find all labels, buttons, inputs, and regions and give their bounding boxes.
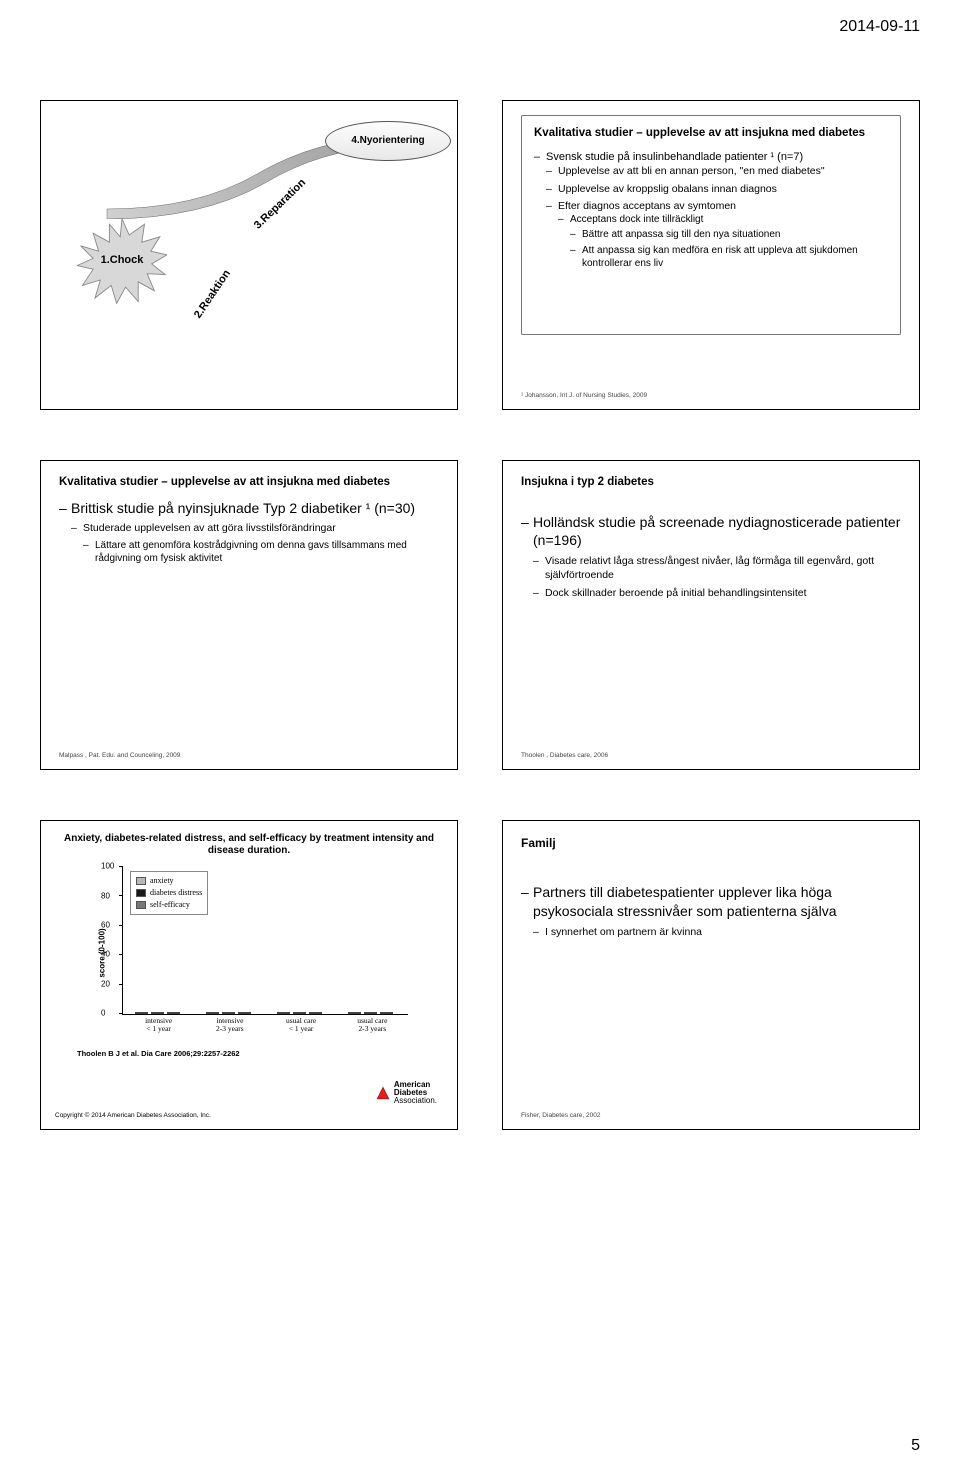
slide6-citation: Fisher, Diabetes care, 2002: [521, 1112, 901, 1121]
slide-hollandsk-studie: Insjukna i typ 2 diabetes Holländsk stud…: [502, 460, 920, 770]
slide2-citation: ¹ Johansson, Int J. of Nursing Studies, …: [521, 392, 901, 401]
diagram-step-2: 2.Reaktion: [191, 267, 234, 321]
slide2-item1b: Upplevelse av kroppslig obalans innan di…: [546, 182, 888, 196]
slide3-item1a: Studerade upplevelsen av att göra livsst…: [83, 522, 336, 534]
slide4-item1b: Dock skillnader beroende på initial beha…: [533, 586, 901, 600]
slide3-item1: Brittisk studie på nyinsjuknade Typ 2 di…: [71, 500, 415, 516]
chart-legend: anxiety diabetes distress self-efficacy: [130, 871, 208, 915]
slide6-item1: Partners till diabetespatienter upplever…: [533, 884, 836, 919]
chart-source: Thoolen B J et al. Dia Care 2006;29:2257…: [77, 1049, 445, 1059]
slide2-item1c1a: Bättre att anpassa sig till den nya situ…: [570, 228, 888, 242]
chart-copyright: Copyright © 2014 American Diabetes Assoc…: [55, 1112, 211, 1121]
slide3-title: Kvalitativa studier – upplevelse av att …: [59, 475, 439, 491]
starburst-icon: 1.Chock: [77, 217, 167, 307]
slide2-item1c1b: Att anpassa sig kan medföra en risk att …: [570, 244, 888, 271]
slide4-citation: Thoolen , Diabetes care, 2006: [521, 752, 901, 761]
legend-anxiety: anxiety: [150, 876, 174, 887]
slide4-title: Insjukna i typ 2 diabetes: [521, 475, 901, 491]
bar-chart: score (0-100) 020406080100intensive< 1 y…: [84, 863, 414, 1043]
slide2-item1c1: Acceptans dock inte tillräckligt: [570, 214, 703, 225]
slide-brittisk-studie: Kvalitativa studier – upplevelse av att …: [40, 460, 458, 770]
slide2-item1a: Upplevelse av att bli en annan person, "…: [546, 164, 888, 178]
slide-svensk-studie: Kvalitativa studier – upplevelse av att …: [502, 100, 920, 410]
diagram-step-4: 4.Nyorientering: [325, 121, 451, 161]
diagram-step-1: 1.Chock: [77, 253, 167, 268]
slides-grid: 1.Chock 2.Reaktion 3.Reparation 4.Nyorie…: [40, 100, 920, 1130]
chart-title: Anxiety, diabetes-related distress, and …: [53, 833, 445, 857]
slide6-item1a: I synnerhet om partnern är kvinna: [533, 925, 901, 939]
ada-logo: American Diabetes Association.: [376, 1081, 437, 1105]
page-date: 2014-09-11: [839, 18, 920, 36]
slide3-citation: Malpass , Pat. Edu. and Counceling, 2009: [59, 752, 439, 761]
slide6-title: Familj: [521, 835, 901, 851]
slide3-item1a1: Lättare att genomföra kostrådgivning om …: [83, 539, 439, 566]
page-number: 5: [911, 1437, 920, 1455]
slide4-item1: Holländsk studie på screenade nydiagnost…: [533, 514, 900, 549]
slide2-item1c: Efter diagnos acceptans av symtomen: [558, 200, 736, 212]
legend-distress: diabetes distress: [150, 888, 202, 899]
slide2-title: Kvalitativa studier – upplevelse av att …: [534, 126, 888, 142]
slide-diagram: 1.Chock 2.Reaktion 3.Reparation 4.Nyorie…: [40, 100, 458, 410]
legend-efficacy: self-efficacy: [150, 900, 190, 911]
slide2-item1: Svensk studie på insulinbehandlade patie…: [546, 151, 803, 163]
slide-familj: Familj Partners till diabetespatienter u…: [502, 820, 920, 1130]
slide4-item1a: Visade relativt låga stress/ångest nivåe…: [533, 554, 901, 582]
slide-chart: Anxiety, diabetes-related distress, and …: [40, 820, 458, 1130]
